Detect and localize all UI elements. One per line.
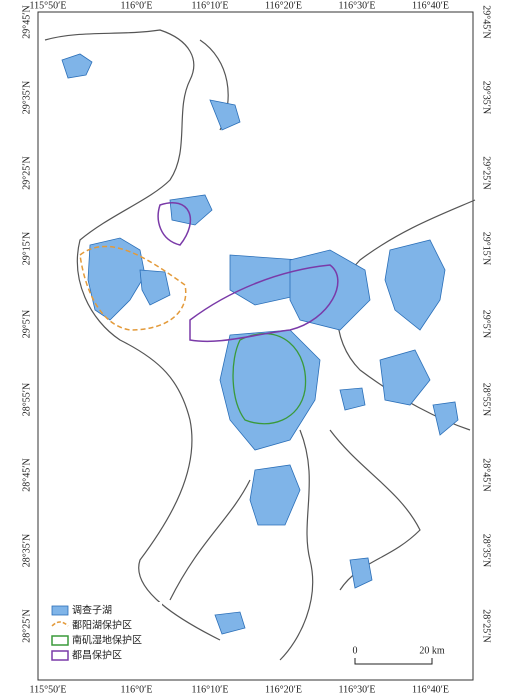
lat-label: 29°35′N <box>481 81 492 114</box>
scale-bar: 0 20 km <box>353 645 445 665</box>
poyang-reserve <box>79 245 187 331</box>
lon-label: 116°40′E <box>412 0 449 11</box>
legend: 调查子湖 鄱阳湖保护区 南矶湿地保护区 都昌保护区 <box>48 602 162 666</box>
legend-swatch <box>51 635 69 646</box>
lat-label: 29°25′N <box>21 156 32 189</box>
lat-label: 29°5′N <box>21 310 32 338</box>
legend-swatch <box>51 621 69 627</box>
lon-label: 116°0′E <box>121 684 153 695</box>
legend-label: 都昌保护区 <box>72 648 122 661</box>
graticule-labels: 115°50′E 115°50′E 116°0′E 116°0′E 116°10′E 11… <box>21 0 491 695</box>
lon-label: 116°10′E <box>192 0 229 11</box>
lat-label: 28°45′N <box>21 458 32 491</box>
lat-label: 28°35′N <box>481 534 492 567</box>
legend-label: 鄱阳湖保护区 <box>72 618 132 631</box>
lon-label: 115°50′E <box>30 684 67 695</box>
lon-label: 116°10′E <box>192 684 229 695</box>
lat-label: 28°35′N <box>21 534 32 567</box>
scale-line <box>354 658 433 665</box>
lon-label: 115°50′E <box>30 0 67 11</box>
lon-label: 116°30′E <box>339 0 376 11</box>
lat-label: 29°15′N <box>21 232 32 265</box>
legend-swatch <box>51 605 69 616</box>
lat-label: 28°55′N <box>481 383 492 416</box>
lon-label: 116°20′E <box>265 0 302 11</box>
scale-label: 0 <box>353 645 358 656</box>
legend-label: 调查子湖 <box>72 603 112 616</box>
nanji-reserve <box>232 333 307 425</box>
lat-label: 29°25′N <box>481 156 492 189</box>
scale-label: 20 km <box>419 645 445 656</box>
lon-label: 116°0′E <box>121 0 153 11</box>
legend-swatch <box>51 650 69 661</box>
lon-label: 116°20′E <box>265 684 302 695</box>
lat-label: 29°35′N <box>21 81 32 114</box>
lat-label: 29°45′N <box>21 5 32 38</box>
lon-label: 116°30′E <box>339 684 376 695</box>
lat-label: 28°25′N <box>481 609 492 642</box>
lat-label: 28°45′N <box>481 458 492 491</box>
legend-label: 南矶湿地保护区 <box>72 633 142 646</box>
shoreline <box>44 29 476 661</box>
duchang-reserve <box>157 202 339 343</box>
lat-label: 29°15′N <box>481 232 492 265</box>
lat-label: 28°55′N <box>21 383 32 416</box>
lat-label: 29°45′N <box>481 5 492 38</box>
lon-label: 116°40′E <box>412 684 449 695</box>
lat-label: 28°25′N <box>21 609 32 642</box>
lat-label: 29°5′N <box>481 310 492 338</box>
